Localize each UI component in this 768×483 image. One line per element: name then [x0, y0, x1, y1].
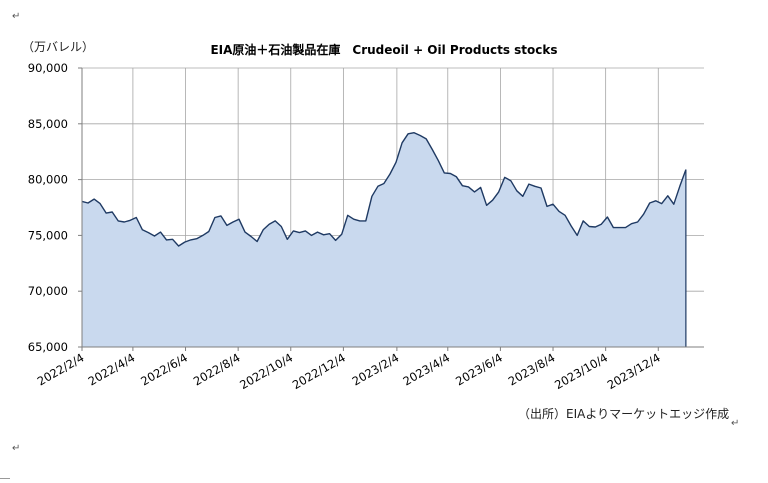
x-tick-label: 2022/12/4 [290, 350, 348, 392]
source-note: （出所）EIAよりマーケットエッジ作成 [518, 407, 730, 421]
y-tick-label: 85,000 [28, 117, 68, 131]
paragraph-mark: ↵ [731, 418, 740, 429]
y-tick-label: 75,000 [28, 228, 68, 242]
y-axis-ticks: 65,000 70,000 75,000 80,000 85,000 90,000 [28, 61, 68, 354]
x-tick-label: 2022/8/4 [191, 350, 243, 388]
x-tick-label: 2022/2/4 [35, 350, 87, 388]
y-tick-label: 70,000 [28, 284, 68, 298]
x-axis-ticks: 2022/2/4 2022/4/4 2022/6/4 2022/8/42022/10/… [35, 350, 663, 392]
chart-title: EIA原油＋石油製品在庫 Crudeoil + Oil Products sto… [0, 41, 768, 58]
axes [78, 67, 704, 351]
chart-title-text: EIA原油＋石油製品在庫 Crudeoil + Oil Products sto… [210, 43, 558, 57]
y-tick-label: 90,000 [28, 61, 68, 75]
y-axis-unit-label: （万バレル） [22, 40, 95, 54]
x-tick-label: 2023/2/4 [350, 350, 402, 388]
paragraph-mark: ↵ [12, 443, 21, 454]
series-area-fill [82, 132, 686, 347]
x-tick-label: 2023/4/4 [401, 350, 453, 388]
x-tick-label: 2023/10/4 [552, 350, 610, 392]
y-tick-label: 65,000 [28, 340, 68, 354]
y-tick-label: 80,000 [28, 173, 68, 187]
document-corner-marker [0, 478, 10, 479]
x-tick-label: 2022/6/4 [138, 350, 190, 388]
x-tick-label: 2023/6/4 [453, 350, 505, 388]
series-line [81, 132, 687, 247]
paragraph-mark: ↵ [12, 11, 21, 22]
x-tick-label: 2023/8/4 [506, 350, 558, 388]
x-tick-label: 2022/10/4 [237, 350, 295, 392]
x-tick-label: 2022/4/4 [86, 350, 138, 388]
x-tick-label: 2023/12/4 [605, 350, 663, 392]
data-series [81, 132, 687, 347]
